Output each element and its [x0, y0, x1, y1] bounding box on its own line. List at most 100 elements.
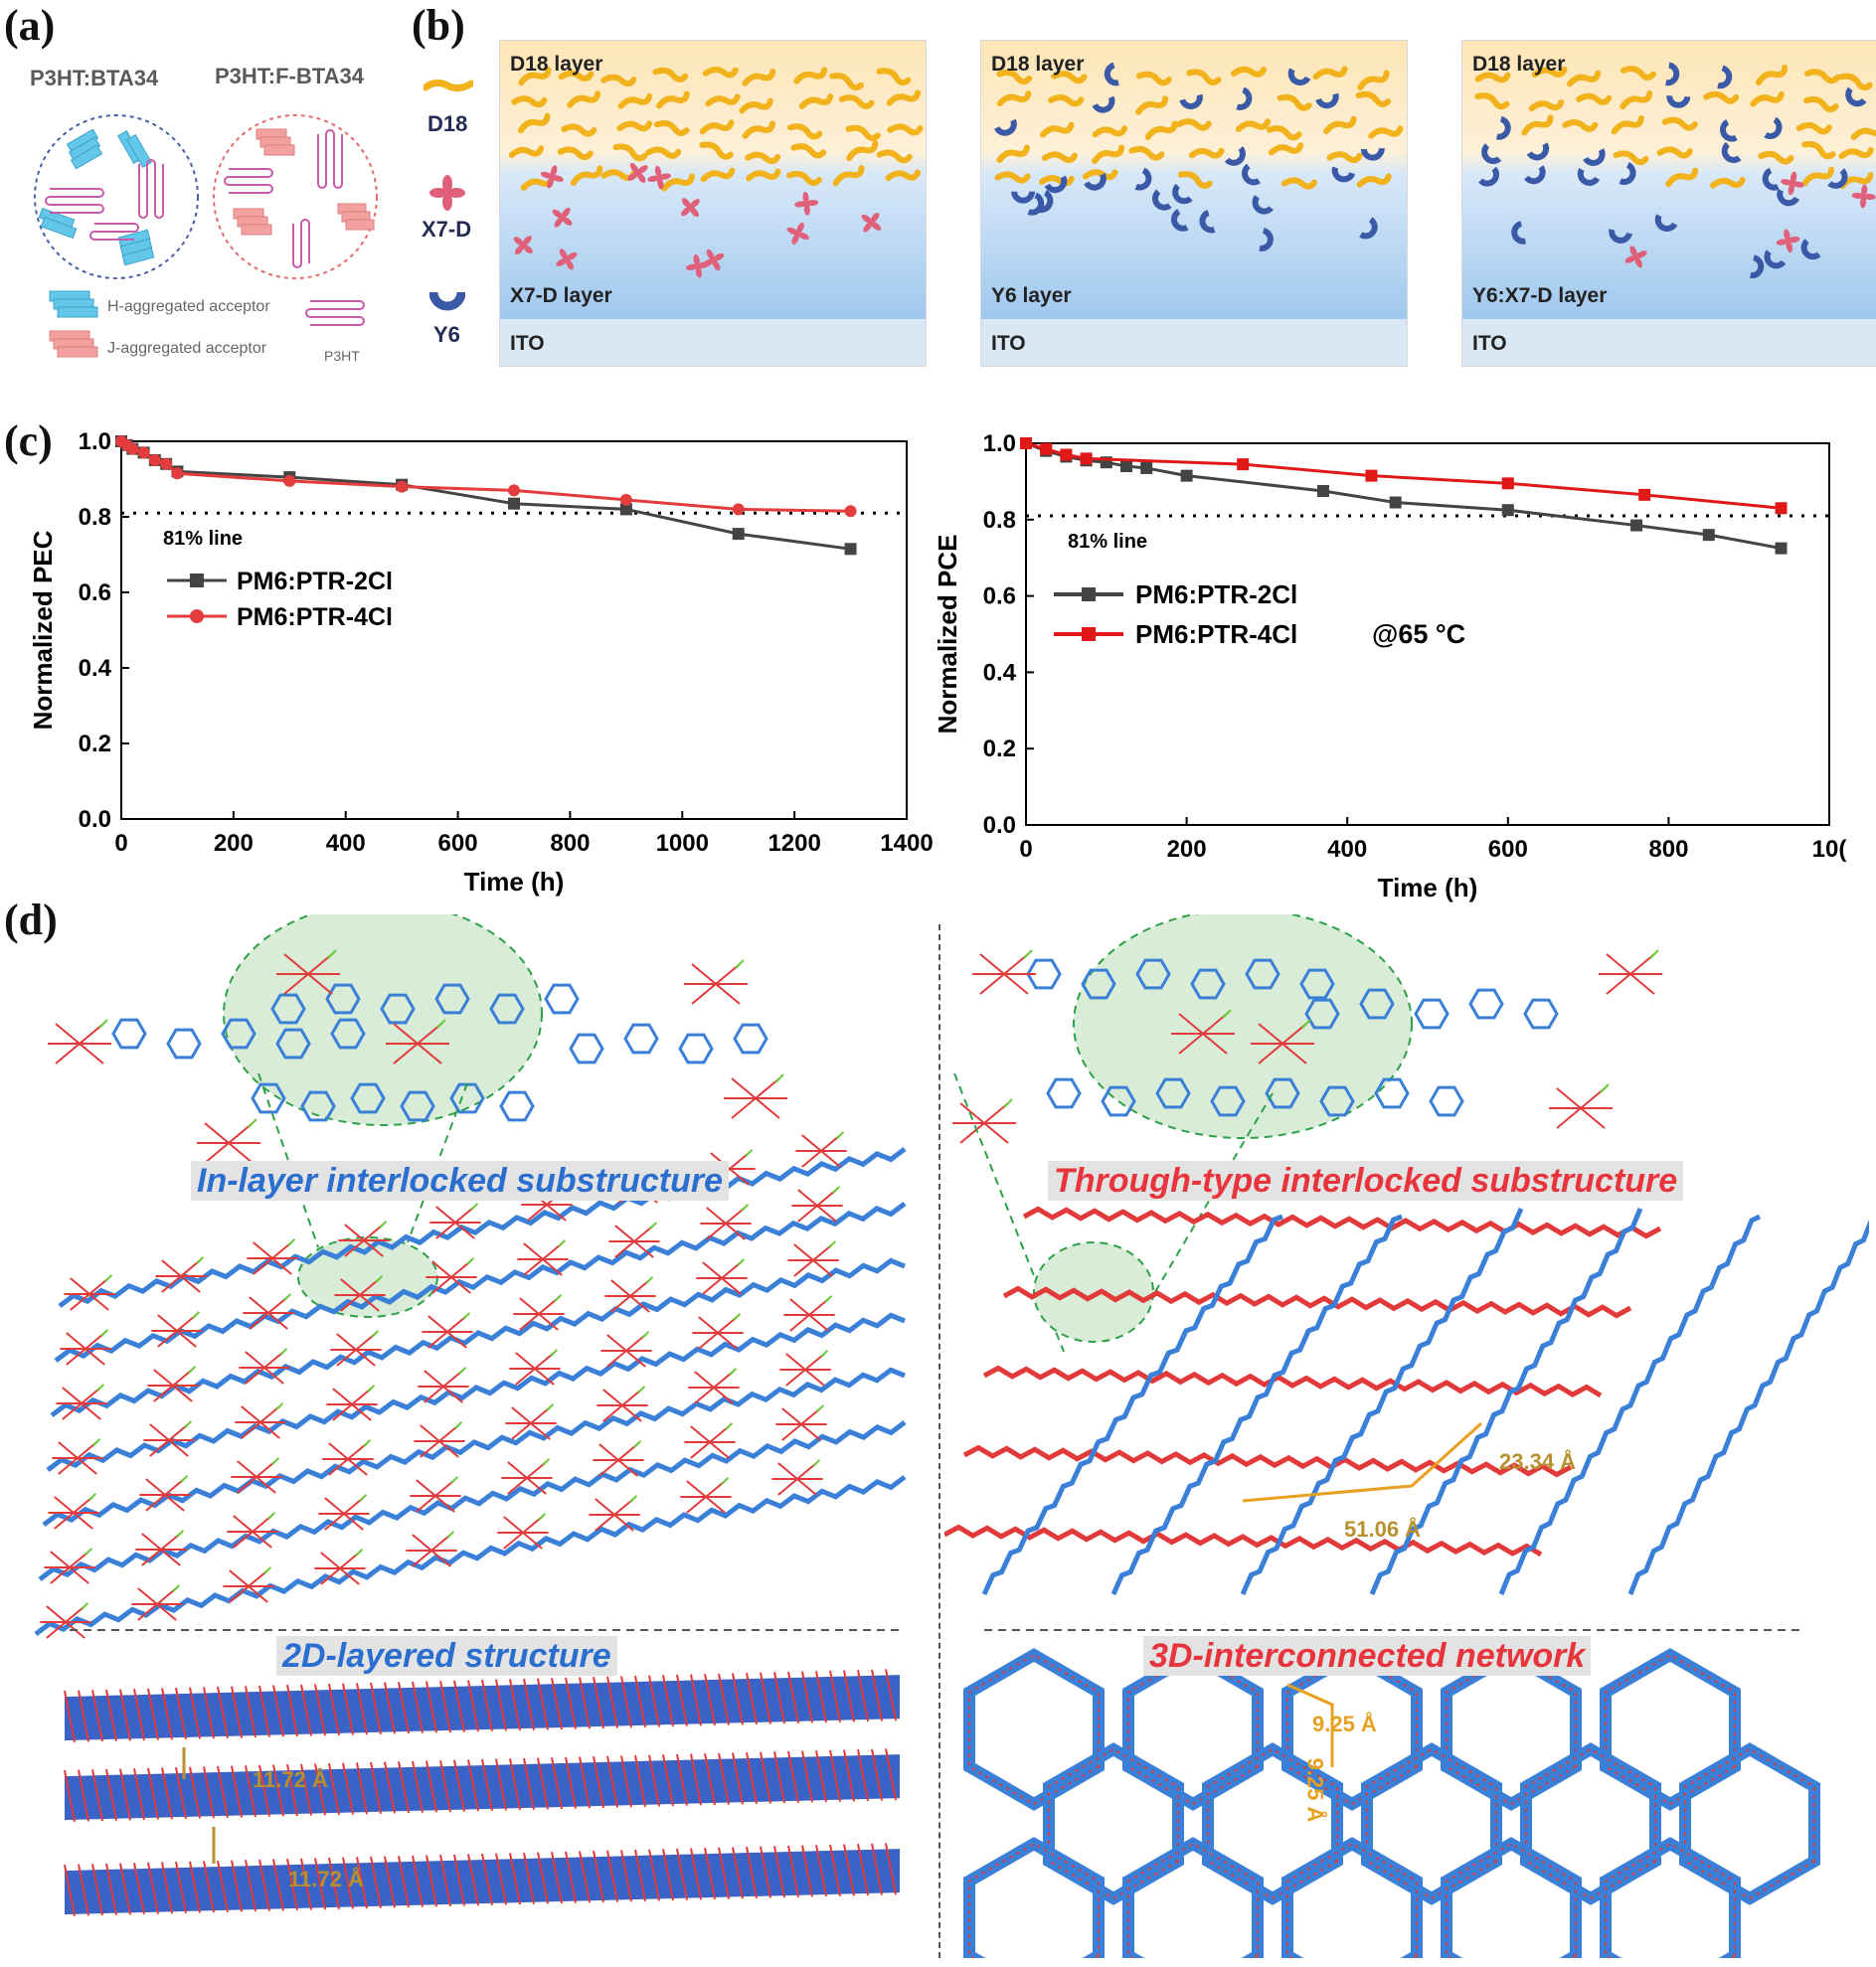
ring-unit [1374, 1077, 1410, 1109]
ring-unit [1190, 968, 1226, 1000]
stability-chart-pce: 0 200 400 600 800 10(0.0 0.2 0.4 0.6 0.8 1.0 Time (… [933, 430, 1846, 902]
y6-molecule [1666, 95, 1691, 108]
layer-sidechain [773, 1751, 785, 1804]
panel-b-bottom-label: Y6 layer [991, 284, 1072, 307]
d18-molecule [705, 93, 741, 107]
dim-path [1242, 1421, 1483, 1503]
legend-label: PM6:PTR-4Cl [237, 603, 393, 631]
layer-sidechain [258, 1685, 270, 1737]
end-group [604, 1276, 656, 1313]
layer-sidechain [231, 1860, 243, 1912]
layer-sidechain [398, 1682, 410, 1734]
end-group [131, 1584, 183, 1621]
ring-unit [569, 1033, 604, 1065]
d18-molecule [1051, 71, 1088, 84]
layer-sidechain [119, 1768, 131, 1821]
layer-sidechain [579, 1851, 591, 1903]
panel-b-device-3: D18 layer Y6:X7-D layer ITO [1461, 40, 1876, 367]
layer-sidechain [258, 1859, 270, 1911]
data-point [844, 543, 857, 556]
y6-molecule [1721, 141, 1742, 163]
d18-molecule [1750, 90, 1785, 107]
d18-molecule [793, 67, 828, 84]
layer-sidechain [829, 1670, 841, 1722]
layer-sidechain [64, 1864, 76, 1917]
layer-sidechain [843, 1670, 855, 1722]
y6-molecule [1827, 168, 1848, 189]
panel-b-ito-label: ITO [510, 332, 545, 355]
panel-label-a: (a) [4, 1, 56, 50]
layer-sidechain [801, 1845, 813, 1897]
layer-sidechain [523, 1678, 535, 1730]
end-group [696, 1258, 748, 1295]
layer-sidechain [175, 1766, 187, 1820]
d18-molecule [1355, 90, 1392, 107]
panel-label-c: (c) [4, 416, 53, 465]
legend-label: PM6:PTR-2Cl [237, 568, 393, 595]
network-sidechain [1605, 1842, 1736, 1958]
y6-molecule [1511, 221, 1527, 245]
d18-molecule [887, 123, 924, 136]
x-tick-label: 200 [214, 830, 254, 857]
end-group [243, 1293, 294, 1330]
x-tick-label: 1200 [767, 830, 820, 857]
end-group [1171, 1009, 1235, 1055]
ring-unit [221, 1018, 256, 1050]
data-point [160, 457, 173, 470]
legend-y6-text: Y6 [433, 322, 460, 347]
layer-sidechain [203, 1687, 215, 1739]
end-group [593, 1440, 644, 1477]
ring-unit [1081, 968, 1116, 1000]
d18-molecule [742, 69, 776, 86]
layer-sidechain [871, 1843, 883, 1895]
network-sidechain [1286, 1842, 1418, 1958]
layer-sidechain [509, 1679, 521, 1731]
end-group [779, 1350, 831, 1387]
network-sidechain [1684, 1747, 1815, 1900]
data-point [283, 474, 296, 487]
network-cell [1520, 1742, 1661, 1905]
end-group [791, 1186, 843, 1223]
x7d-molecule [1624, 246, 1647, 268]
end-group [318, 1494, 370, 1531]
panel-b-top-label: D18 layer [991, 53, 1085, 76]
dim-51-label: 51.06 Å [1344, 1517, 1422, 1542]
layer-sidechain [662, 1754, 674, 1807]
end-group [497, 1513, 549, 1550]
y6-molecule [1577, 167, 1601, 186]
network-sidechain [1207, 1747, 1338, 1900]
network-cell [1600, 1837, 1741, 1958]
layer-sidechain [885, 1748, 897, 1801]
layer-sidechain [704, 1848, 716, 1900]
end-group [414, 1421, 465, 1458]
y6-molecule [1134, 167, 1152, 191]
x-tick-label: 1000 [656, 830, 709, 857]
ring-unit [275, 1028, 311, 1060]
layer-sidechain [105, 1689, 117, 1741]
x7d-molecule [685, 253, 710, 278]
ring-unit [1414, 998, 1450, 1030]
layer-sidechain [690, 1753, 702, 1806]
legend-label: PM6:PTR-2Cl [1135, 579, 1297, 609]
layer-sidechain [718, 1673, 730, 1725]
data-point [1702, 529, 1715, 542]
layer-sidechain [676, 1753, 688, 1806]
layer-sidechain [606, 1755, 618, 1808]
d18-molecule [1326, 151, 1363, 164]
layer-sidechain [634, 1754, 646, 1808]
legend-j-icon [49, 330, 98, 358]
panel-a-morphology [34, 114, 378, 358]
layer-sidechain [189, 1861, 201, 1913]
y6-molecule [1242, 163, 1261, 186]
end-group [692, 1313, 744, 1350]
panel-b-top-label: D18 layer [1472, 53, 1566, 76]
layer-sidechain [356, 1762, 368, 1815]
d18-molecule [1135, 95, 1169, 115]
end-group [227, 1512, 278, 1549]
d18-molecule [1521, 114, 1554, 136]
layer-sidechain [648, 1754, 660, 1807]
stability-chart-pec: 0 200 400 600 800 1000 1200 1400 0.0 0.2 0.4 0.6 0.8… [28, 428, 934, 897]
end-group [600, 1331, 652, 1368]
end-group [952, 1098, 1016, 1144]
layer-sidechain [342, 1762, 354, 1815]
